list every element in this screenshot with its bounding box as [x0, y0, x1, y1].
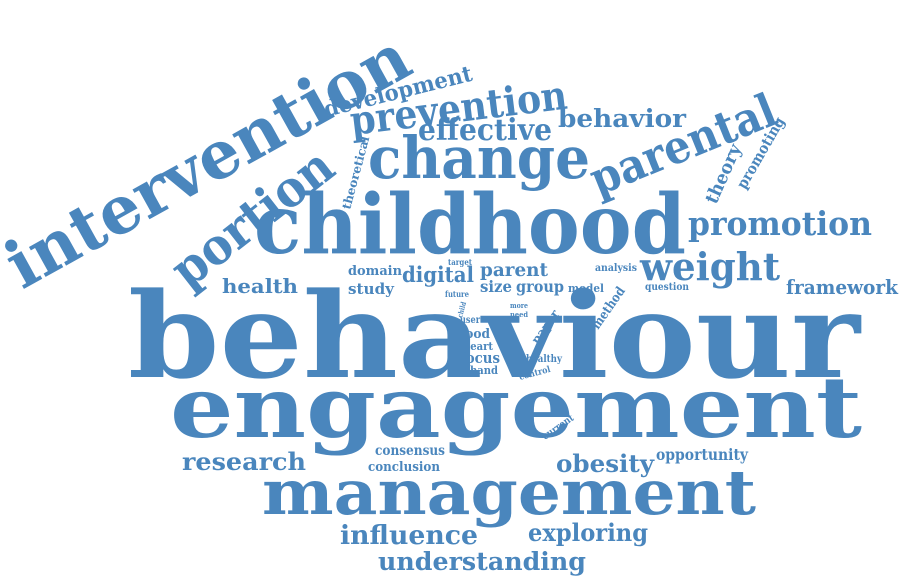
word-behavior: behavior — [558, 104, 687, 133]
word-hand: hand — [470, 364, 498, 377]
word-conclusion: conclusion — [368, 460, 440, 475]
word-opportunity: opportunity — [656, 445, 749, 464]
word-analysis: analysis — [595, 263, 637, 274]
word-focus: focus — [460, 349, 500, 367]
word-consensus: consensus — [375, 443, 445, 459]
word-need: need — [510, 310, 528, 319]
word-promotion: promotion — [688, 204, 872, 243]
word-change: change — [368, 124, 590, 192]
word-parent: parent — [480, 259, 548, 281]
word-domain: domain — [348, 264, 403, 279]
word-effective: effective — [418, 113, 552, 148]
word-research: research — [182, 447, 306, 476]
word-model: model — [568, 282, 604, 295]
word-heart: heart — [463, 340, 494, 353]
word-size: size — [480, 277, 512, 296]
word-framework: framework — [786, 275, 899, 299]
word-digital: digital — [402, 262, 474, 287]
word-management: management — [262, 456, 756, 529]
word-engagement: engagement — [170, 358, 862, 457]
word-influence: influence — [340, 521, 478, 551]
word-child: child — [455, 301, 468, 319]
word-user: user — [460, 315, 481, 326]
word-food: food — [460, 327, 490, 342]
word-healthy: healthy — [526, 354, 563, 365]
word-childhood: childhood — [254, 177, 686, 273]
word-question: question — [645, 282, 690, 293]
word-study: study — [348, 280, 395, 298]
word-understanding: understanding — [378, 547, 586, 576]
word-more: more — [510, 301, 528, 310]
word-obesity: obesity — [556, 449, 655, 478]
word-weight: weight — [639, 244, 780, 289]
word-target: target — [448, 257, 472, 267]
word-health: health — [222, 274, 298, 298]
word-behaviour: behaviour — [128, 266, 862, 405]
word-group: group — [516, 277, 564, 296]
word-future: future — [445, 289, 469, 299]
word-exploring: exploring — [528, 518, 648, 547]
